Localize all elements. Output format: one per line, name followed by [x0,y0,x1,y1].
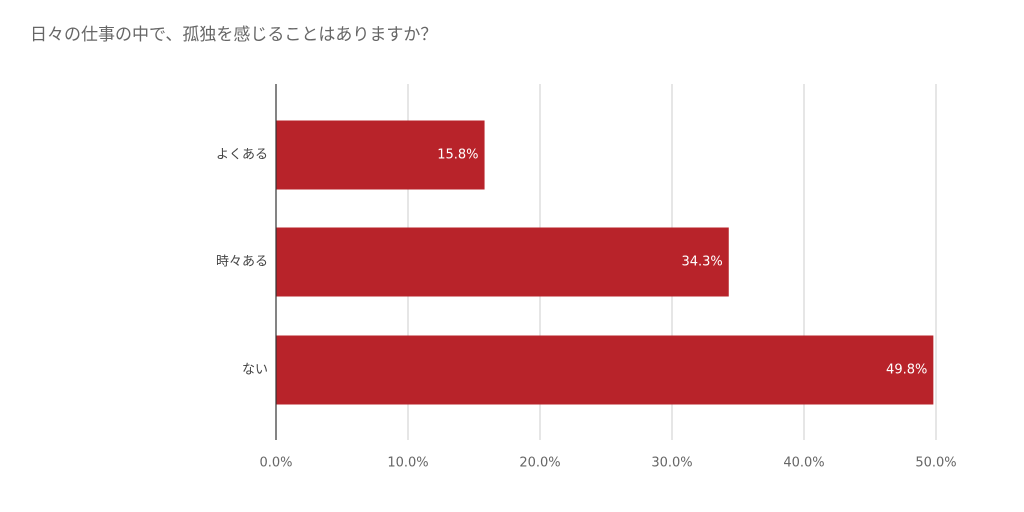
y-tick-label: よくある [216,148,268,163]
data-label: 15.8% [437,148,478,163]
y-tick-label: 時々ある [216,255,268,270]
x-tick-label: 0.0% [259,456,292,471]
x-tick-label: 30.0% [651,456,692,471]
y-tick-label: ない [242,363,268,378]
x-tick-label: 20.0% [519,456,560,471]
bar [276,227,729,297]
x-tick-label: 50.0% [915,456,956,471]
data-label: 49.8% [886,363,927,378]
bar [276,335,934,405]
bar [276,120,485,190]
data-label: 34.3% [681,255,722,270]
x-tick-label: 40.0% [783,456,824,471]
x-tick-label: 10.0% [387,456,428,471]
chart-title: 日々の仕事の中で、孤独を感じることはありますか？ [30,25,437,45]
